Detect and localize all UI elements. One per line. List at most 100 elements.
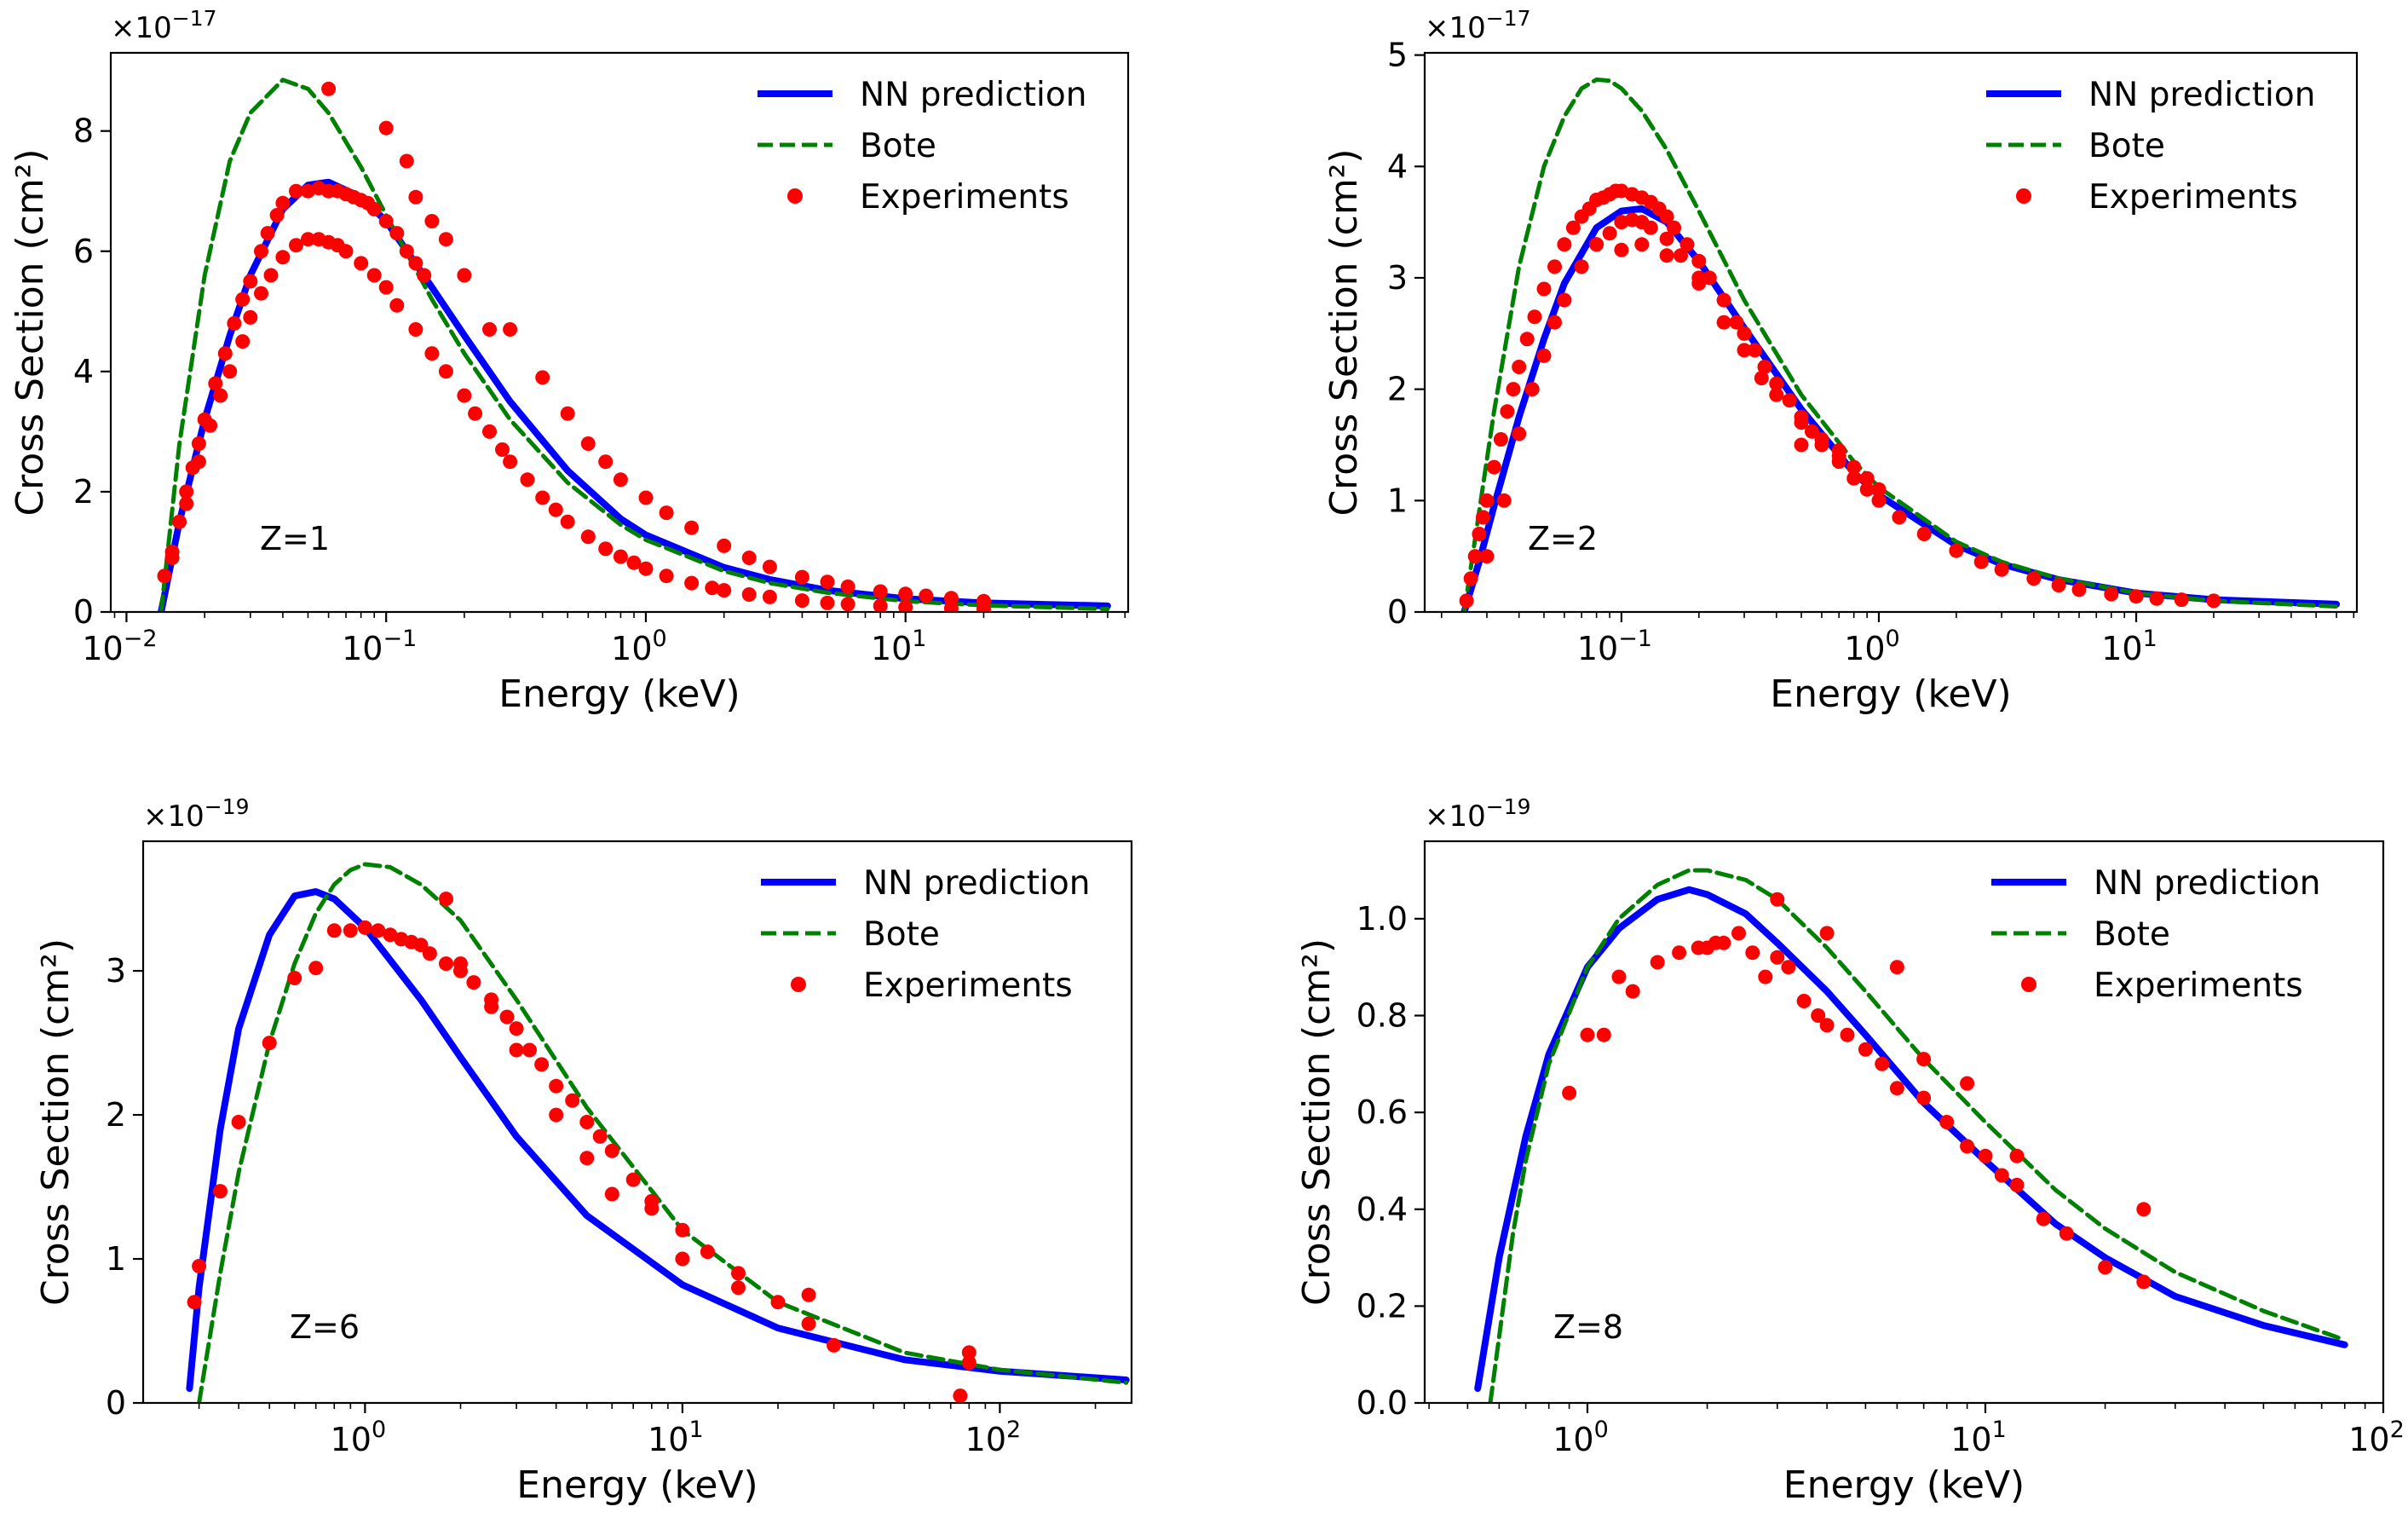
experiment-point: [289, 238, 303, 253]
experiment-point: [422, 946, 437, 961]
y-tick-label: 4: [1387, 147, 1408, 185]
experiment-point: [1496, 493, 1512, 508]
experiment-point: [453, 956, 468, 972]
experiment-point: [301, 232, 315, 247]
y-tick-label: 0: [1387, 593, 1408, 631]
experiment-point: [509, 1042, 524, 1058]
experiment-point: [2136, 1274, 2152, 1290]
x-tick-label: 10−2: [82, 626, 157, 667]
experiment-point: [1459, 593, 1474, 609]
y-offset-label: ×10−19: [143, 794, 250, 834]
experiment-point: [2129, 589, 2144, 604]
experiment-point: [1754, 371, 1769, 386]
legend-nn-label: NN prediction: [2094, 864, 2320, 903]
experiment-point: [520, 472, 535, 488]
series-experiments: [187, 892, 976, 1403]
x-axis-label: Energy (keV): [1783, 1463, 2025, 1507]
legend-marker-experiments: [2021, 977, 2036, 992]
experiment-point: [2051, 578, 2066, 593]
experiment-point: [275, 250, 291, 265]
experiment-point: [1467, 549, 1483, 564]
experiment-point: [548, 502, 563, 517]
experiment-point: [659, 505, 674, 521]
experiment-point: [1819, 926, 1835, 941]
x-tick-label: 100: [1553, 1417, 1609, 1458]
experiment-point: [438, 232, 453, 247]
x-tick-label: 102: [965, 1417, 1022, 1458]
series-bote-line: [1488, 868, 2348, 1403]
experiment-point: [2098, 1260, 2113, 1275]
experiment-point: [1519, 332, 1535, 347]
experiment-point: [399, 244, 414, 259]
experiment-point: [1602, 226, 1617, 241]
experiment-point: [1769, 376, 1784, 391]
experiment-point: [1643, 220, 1658, 235]
experiment-point: [976, 593, 991, 609]
experiment-point: [741, 587, 757, 602]
y-axis-label: Cross Section (cm²): [34, 938, 78, 1306]
experiment-point: [579, 1151, 595, 1166]
y-tick-label: 2: [106, 1096, 126, 1134]
experiment-point: [357, 920, 372, 935]
experiment-point: [535, 490, 550, 505]
y-tick-label: 0.4: [1357, 1191, 1408, 1228]
y-tick-label: 2: [1387, 371, 1408, 408]
experiment-point: [1500, 404, 1515, 419]
series-bote-line: [1461, 77, 2339, 612]
y-tick-label: 1: [106, 1240, 126, 1278]
legend-marker-experiments: [2016, 188, 2031, 204]
experiment-point: [1875, 1056, 1890, 1071]
experiment-point: [2206, 593, 2221, 609]
experiment-point: [208, 376, 223, 391]
experiment-point: [269, 208, 285, 222]
experiment-point: [638, 561, 654, 576]
experiment-point: [417, 268, 432, 283]
experiment-point: [1547, 315, 1562, 330]
experiment-point: [1794, 437, 1809, 453]
experiment-point: [898, 599, 913, 612]
experiment-point: [1659, 248, 1674, 263]
panel-annotation: Z=1: [260, 520, 330, 557]
experiment-point: [604, 1186, 619, 1202]
experiment-point: [1811, 1008, 1826, 1023]
legend-bote-label: Bote: [2088, 127, 2165, 165]
experiment-point: [482, 424, 497, 439]
experiment-point: [254, 286, 268, 301]
experiment-point: [1859, 470, 1875, 486]
y-tick-label: 0.8: [1357, 997, 1408, 1035]
experiment-point: [457, 268, 472, 283]
experiment-point: [1614, 242, 1629, 257]
experiment-point: [1994, 562, 2009, 577]
experiment-point: [1667, 220, 1682, 235]
experiment-point: [326, 923, 342, 938]
x-tick-label: 10−1: [342, 626, 417, 667]
experiment-point: [1716, 315, 1731, 330]
legend: NN prediction Bote Experiments: [761, 864, 1090, 1005]
panel-z8: 0.0 0.2 0.4 0.6 0.8 1.0 100 101 102 ×10−19 Energy …: [1295, 794, 2405, 1507]
panel-annotation: Z=8: [1553, 1308, 1623, 1346]
legend: NN prediction Bote Experiments: [758, 76, 1086, 216]
experiment-point: [438, 364, 453, 379]
experiment-point: [1493, 432, 1508, 447]
experiment-point: [1479, 549, 1495, 564]
legend-experiments-label: Experiments: [863, 967, 1073, 1005]
y-tick-label: 0.2: [1357, 1287, 1408, 1325]
experiment-point: [457, 388, 472, 403]
experiment-point: [522, 1042, 537, 1058]
experiment-point: [2059, 1226, 2074, 1241]
experiment-point: [1814, 437, 1829, 453]
x-tick-label: 101: [871, 626, 927, 667]
axes-frame: [1423, 51, 2359, 614]
experiment-point: [191, 454, 206, 470]
experiment-point: [598, 541, 614, 557]
plot-area: [186, 862, 1130, 1403]
legend-experiments-label: Experiments: [860, 178, 1069, 216]
experiment-point: [1781, 960, 1796, 975]
experiment-point: [213, 1184, 228, 1199]
experiment-point: [705, 580, 720, 596]
experiment-point: [243, 309, 258, 325]
experiment-point: [1691, 270, 1707, 286]
experiment-point: [408, 256, 423, 271]
experiment-point: [1846, 470, 1862, 486]
experiment-point: [172, 514, 187, 529]
